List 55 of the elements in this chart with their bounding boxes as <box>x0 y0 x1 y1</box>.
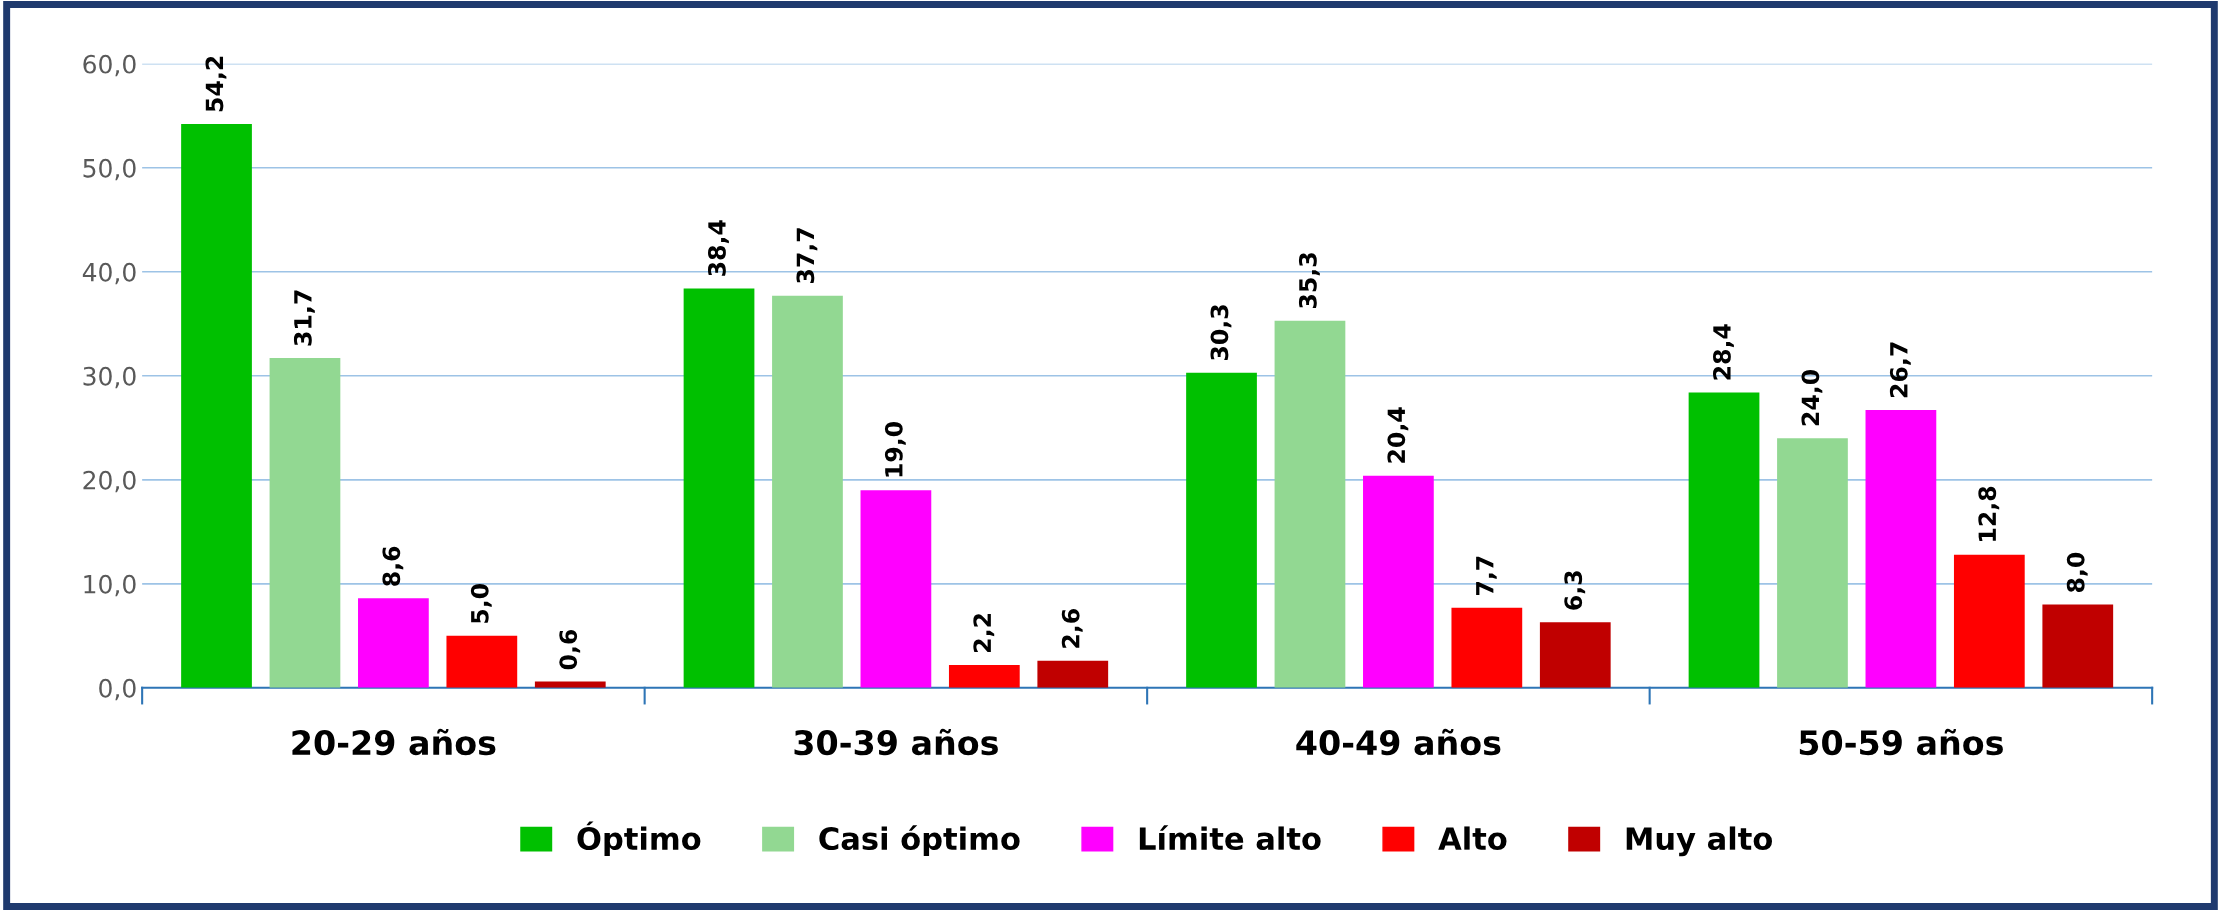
data-label: 24,0 <box>1801 369 1823 426</box>
y-tick-label: 10,0 <box>84 574 136 597</box>
x-tick-label: 20-29 años <box>292 728 496 756</box>
legend-label: Muy alto <box>1626 826 1773 857</box>
data-label: 30,3 <box>1210 305 1232 360</box>
data-label: 26,7 <box>1889 342 1911 398</box>
y-tick-label: 60,0 <box>83 54 136 77</box>
bar <box>948 664 1020 688</box>
bar <box>2042 604 2114 688</box>
data-label: 6,3 <box>1564 571 1586 610</box>
x-tick-label: 30-39 años <box>794 728 998 756</box>
bar <box>446 635 518 688</box>
data-label: 8,6 <box>382 546 404 586</box>
data-label: 2,2 <box>973 614 995 652</box>
data-label: 54,2 <box>205 56 227 112</box>
bar <box>1865 410 1937 688</box>
bar <box>1363 475 1434 688</box>
data-label: 0,6 <box>559 629 581 670</box>
y-tick-label: 0,0 <box>99 678 136 701</box>
y-tick-label: 50,0 <box>83 158 136 181</box>
data-label: 5,0 <box>470 583 492 623</box>
bar <box>269 358 341 688</box>
data-label: 35,3 <box>1298 253 1320 308</box>
legend-label: Alto <box>1438 826 1507 851</box>
data-label: 2,6 <box>1061 609 1083 648</box>
data-label: 12,8 <box>1978 486 2000 541</box>
bar <box>1953 554 2025 688</box>
data-label: 8,0 <box>2066 552 2088 593</box>
legend-label: Límite alto <box>1139 825 1321 851</box>
bar <box>860 490 932 688</box>
data-label: 31,7 <box>293 290 315 346</box>
bar <box>1037 660 1109 688</box>
bar <box>1274 320 1346 688</box>
bar <box>1186 372 1257 688</box>
bar <box>683 288 755 688</box>
x-tick-label: 50-59 años <box>1799 728 2003 756</box>
data-label: 7,7 <box>1476 556 1497 596</box>
bar <box>1539 622 1611 688</box>
data-label: 20,4 <box>1387 407 1409 463</box>
y-tick-label: 20,0 <box>83 470 136 493</box>
data-label: 28,4 <box>1713 324 1734 380</box>
y-tick-label: 40,0 <box>82 262 136 285</box>
bar <box>358 598 429 688</box>
data-label: 37,7 <box>796 228 818 284</box>
data-label: 38,4 <box>708 220 729 276</box>
data-label: 19,0 <box>884 421 906 477</box>
legend-label: Óptimo <box>577 821 701 857</box>
bar <box>772 295 843 688</box>
bar <box>181 124 252 688</box>
bar <box>1688 392 1760 688</box>
x-tick-label: 40-49 años <box>1296 728 1501 756</box>
bar <box>1777 438 1848 688</box>
bar <box>1451 607 1523 688</box>
legend-label: Casi óptimo <box>819 825 1020 857</box>
y-tick-label: 30,0 <box>83 366 136 389</box>
